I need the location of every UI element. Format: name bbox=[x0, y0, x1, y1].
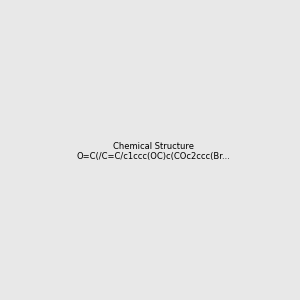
Text: Chemical Structure
O=C(/C=C/c1ccc(OC)c(COc2ccc(Br...: Chemical Structure O=C(/C=C/c1ccc(OC)c(C… bbox=[77, 142, 231, 161]
